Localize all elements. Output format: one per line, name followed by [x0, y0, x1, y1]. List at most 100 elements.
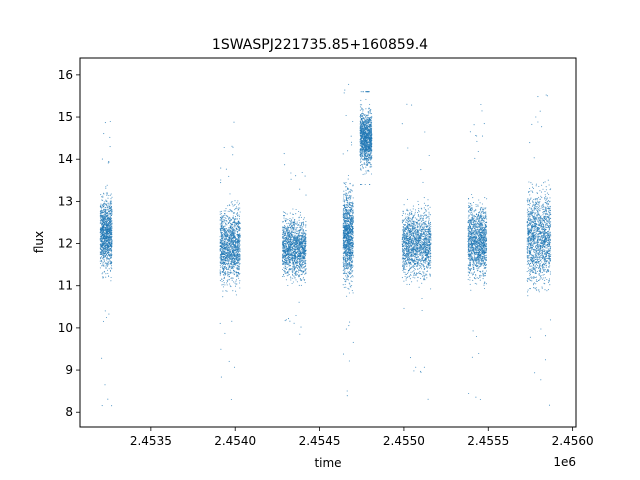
flux-point — [227, 234, 229, 236]
flux-point — [282, 236, 284, 238]
flux-point — [104, 232, 107, 235]
flux-point — [281, 246, 284, 248]
flux-point — [292, 259, 294, 261]
flux-point — [226, 252, 228, 255]
flux-point — [223, 269, 225, 271]
flux-point — [105, 267, 107, 270]
flux-point — [345, 216, 347, 218]
flux-point — [221, 229, 223, 231]
flux-point — [107, 264, 109, 266]
flux-point — [231, 203, 233, 205]
flux-point — [232, 261, 234, 263]
flux-point — [231, 262, 233, 264]
flux-point — [224, 217, 226, 219]
flux-point — [290, 172, 292, 174]
flux-point — [229, 236, 231, 238]
flux-point — [298, 219, 300, 221]
flux-point — [230, 241, 232, 244]
flux-point — [300, 229, 302, 231]
flux-point — [286, 219, 288, 221]
flux-point — [232, 234, 235, 237]
flux-point — [349, 268, 351, 270]
flux-point — [99, 267, 101, 269]
flux-point — [109, 253, 111, 255]
flux-point — [234, 255, 236, 257]
flux-point — [343, 230, 345, 232]
flux-point — [105, 262, 107, 264]
flux-point — [102, 277, 104, 279]
flux-point — [106, 225, 108, 227]
flux-point — [284, 240, 286, 242]
flux-point — [238, 254, 240, 256]
flux-point — [109, 218, 112, 220]
flux-point — [233, 259, 235, 261]
flux-point — [292, 236, 294, 238]
flux-point — [293, 237, 296, 239]
flux-point — [285, 267, 287, 270]
flux-point — [298, 250, 300, 253]
flux-point — [103, 237, 105, 240]
flux-point — [235, 242, 237, 244]
flux-point — [285, 248, 287, 251]
flux-point — [349, 258, 351, 260]
flux-point — [288, 270, 290, 272]
flux-point — [220, 260, 222, 262]
flux-point — [237, 257, 240, 259]
flux-point — [232, 268, 234, 270]
flux-point — [226, 254, 228, 256]
flux-point — [107, 247, 109, 249]
flux-point — [282, 240, 284, 242]
flux-point — [102, 244, 104, 246]
flux-point — [237, 248, 239, 251]
flux-point — [282, 257, 284, 259]
flux-point — [232, 247, 234, 249]
flux-point — [100, 221, 102, 223]
flux-point — [220, 182, 222, 184]
flux-point — [347, 194, 349, 196]
flux-point — [105, 199, 107, 201]
flux-point — [345, 281, 347, 283]
flux-point — [235, 276, 237, 278]
flux-point — [288, 241, 290, 243]
flux-point — [235, 263, 237, 265]
flux-point — [230, 209, 232, 211]
flux-point — [285, 268, 288, 271]
flux-point — [222, 296, 224, 298]
flux-point — [292, 228, 294, 230]
flux-point — [224, 271, 227, 273]
flux-point — [100, 233, 102, 235]
flux-point — [297, 224, 299, 226]
flux-point — [351, 284, 353, 287]
flux-point — [105, 265, 107, 267]
flux-point — [223, 229, 225, 231]
flux-point — [287, 274, 289, 276]
flux-point — [238, 277, 240, 279]
flux-point — [108, 208, 110, 210]
flux-point — [234, 212, 236, 214]
flux-point — [304, 242, 306, 244]
flux-point — [299, 274, 301, 276]
flux-point — [303, 244, 305, 247]
flux-point — [231, 263, 233, 266]
flux-point — [350, 272, 352, 275]
flux-point — [232, 249, 234, 251]
flux-point — [235, 290, 237, 292]
flux-point — [103, 215, 105, 217]
flux-point — [225, 236, 227, 238]
flux-point — [348, 240, 350, 242]
flux-point — [108, 254, 110, 256]
flux-point — [301, 271, 303, 273]
flux-point — [231, 257, 233, 259]
flux-point — [108, 259, 110, 261]
flux-point — [228, 216, 230, 218]
flux-point — [300, 259, 302, 261]
flux-point — [304, 245, 307, 247]
flux-point — [351, 262, 353, 264]
flux-point — [232, 236, 234, 238]
flux-point — [227, 268, 229, 270]
flux-point — [298, 224, 300, 226]
flux-point — [102, 253, 104, 256]
flux-point — [106, 209, 108, 211]
flux-point — [301, 171, 303, 174]
flux-point — [292, 242, 294, 244]
